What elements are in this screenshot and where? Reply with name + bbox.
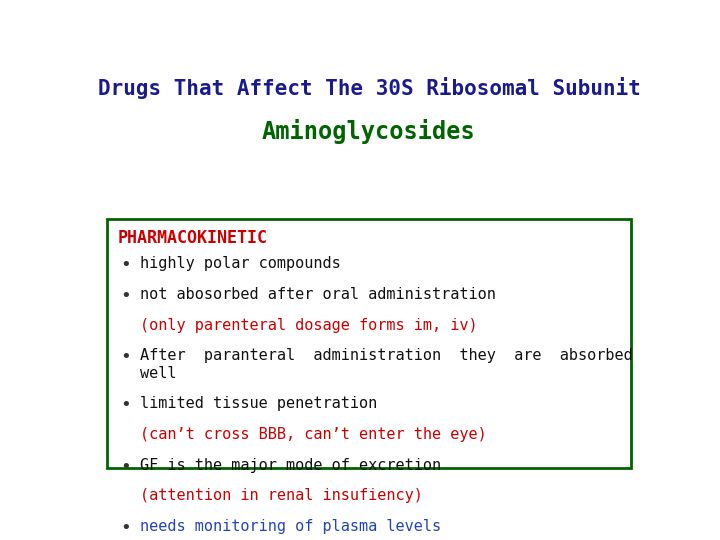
Text: GF is the major mode of excretion: GF is the major mode of excretion [140, 457, 441, 472]
Text: PHARMACOKINETIC: PHARMACOKINETIC [118, 229, 268, 247]
Text: •: • [121, 256, 132, 274]
Text: •: • [121, 396, 132, 414]
Text: After  paranteral  administration  they  are  absorbed
well: After paranteral administration they are… [140, 348, 633, 381]
Text: •: • [121, 457, 132, 476]
Text: •: • [121, 287, 132, 305]
Text: (can’t cross BBB, can’t enter the eye): (can’t cross BBB, can’t enter the eye) [140, 427, 487, 442]
Text: needs monitoring of plasma levels: needs monitoring of plasma levels [140, 519, 441, 534]
Text: (only parenteral dosage forms im, iv): (only parenteral dosage forms im, iv) [140, 318, 478, 333]
Text: Drugs That Affect The 30S Ribosomal Subunit: Drugs That Affect The 30S Ribosomal Subu… [98, 77, 640, 99]
Text: not abosorbed after oral administration: not abosorbed after oral administration [140, 287, 496, 302]
Bar [107, 219, 631, 468]
Text: Aminoglycosides: Aminoglycosides [262, 119, 476, 144]
Text: highly polar compounds: highly polar compounds [140, 256, 341, 271]
Text: (attention in renal insufiency): (attention in renal insufiency) [140, 488, 423, 503]
Text: •: • [121, 519, 132, 537]
Text: •: • [121, 348, 132, 366]
Text: limited tissue penetration: limited tissue penetration [140, 396, 377, 411]
